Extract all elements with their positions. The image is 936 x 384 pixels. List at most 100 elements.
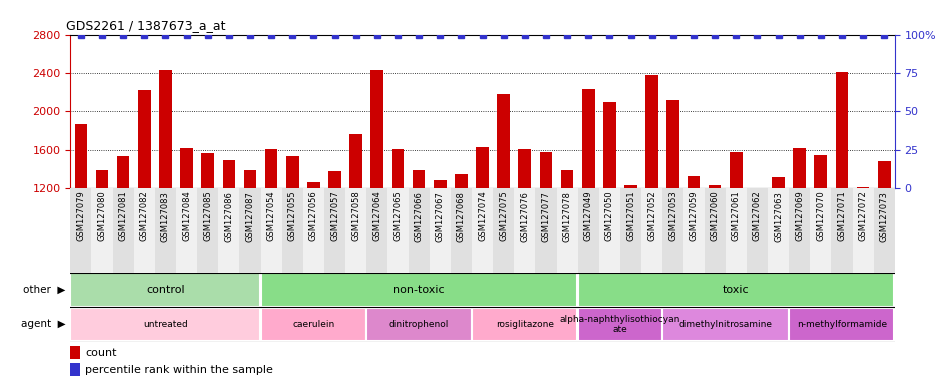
Bar bbox=[433, 180, 446, 188]
Bar bbox=[387, 188, 408, 273]
Text: GSM127060: GSM127060 bbox=[709, 191, 719, 242]
Bar bbox=[475, 147, 489, 188]
Text: dimethylnitrosamine: dimethylnitrosamine bbox=[678, 320, 772, 329]
Bar bbox=[872, 188, 894, 273]
Bar bbox=[877, 161, 889, 188]
Text: GSM127087: GSM127087 bbox=[245, 191, 255, 242]
Bar bbox=[408, 188, 430, 273]
Text: rosiglitazone: rosiglitazone bbox=[495, 320, 553, 329]
Bar bbox=[117, 156, 129, 188]
Text: GSM127054: GSM127054 bbox=[267, 191, 275, 241]
Bar bbox=[518, 149, 531, 188]
Bar bbox=[307, 182, 319, 188]
Bar bbox=[370, 70, 383, 188]
Bar bbox=[704, 188, 724, 273]
Text: GSM127078: GSM127078 bbox=[562, 191, 571, 242]
Text: GSM127062: GSM127062 bbox=[753, 191, 761, 242]
Text: GSM127056: GSM127056 bbox=[309, 191, 317, 242]
Text: GSM127081: GSM127081 bbox=[119, 191, 127, 242]
Bar bbox=[260, 188, 282, 273]
Text: alpha-naphthylisothiocyan
ate: alpha-naphthylisothiocyan ate bbox=[559, 315, 680, 334]
Bar bbox=[95, 170, 109, 188]
Text: dinitrophenol: dinitrophenol bbox=[388, 320, 449, 329]
Text: agent  ▶: agent ▶ bbox=[21, 319, 66, 329]
Bar bbox=[450, 188, 472, 273]
Bar bbox=[603, 102, 615, 188]
Bar bbox=[810, 188, 830, 273]
Bar bbox=[724, 188, 746, 273]
Bar bbox=[788, 188, 810, 273]
Bar bbox=[835, 72, 847, 188]
Bar bbox=[534, 188, 556, 273]
Bar bbox=[665, 100, 679, 188]
Bar bbox=[430, 188, 450, 273]
Text: other  ▶: other ▶ bbox=[23, 285, 66, 295]
Bar bbox=[154, 188, 176, 273]
Bar bbox=[180, 148, 193, 188]
Bar bbox=[328, 171, 341, 188]
Text: count: count bbox=[85, 348, 116, 358]
Bar bbox=[349, 134, 361, 188]
Bar bbox=[70, 273, 260, 306]
Text: GSM127055: GSM127055 bbox=[287, 191, 297, 241]
Bar bbox=[578, 273, 894, 306]
Bar bbox=[176, 188, 197, 273]
Text: GSM127086: GSM127086 bbox=[224, 191, 233, 242]
Text: GSM127059: GSM127059 bbox=[689, 191, 697, 241]
Bar bbox=[793, 148, 805, 188]
Text: GSM127070: GSM127070 bbox=[815, 191, 825, 242]
Bar bbox=[240, 188, 260, 273]
Bar bbox=[768, 188, 788, 273]
Bar bbox=[197, 188, 218, 273]
Text: GSM127066: GSM127066 bbox=[415, 191, 423, 242]
Bar bbox=[578, 308, 661, 341]
Bar bbox=[455, 174, 467, 188]
Text: GSM127084: GSM127084 bbox=[182, 191, 191, 242]
Bar bbox=[623, 185, 636, 188]
Bar bbox=[218, 188, 240, 273]
Text: GSM127072: GSM127072 bbox=[857, 191, 867, 242]
Bar bbox=[324, 188, 344, 273]
Bar bbox=[662, 188, 682, 273]
Bar bbox=[344, 188, 366, 273]
Text: GSM127063: GSM127063 bbox=[773, 191, 782, 242]
Bar bbox=[391, 149, 404, 188]
Bar bbox=[708, 185, 721, 188]
Bar bbox=[70, 346, 80, 359]
Bar bbox=[751, 188, 763, 199]
Bar bbox=[260, 273, 577, 306]
Text: GSM127073: GSM127073 bbox=[879, 191, 888, 242]
Bar bbox=[729, 152, 742, 188]
Text: GSM127051: GSM127051 bbox=[625, 191, 635, 241]
Bar bbox=[285, 156, 299, 188]
Bar bbox=[852, 188, 872, 273]
Bar bbox=[366, 188, 387, 273]
Bar bbox=[856, 187, 869, 188]
Bar bbox=[771, 177, 784, 188]
Bar bbox=[413, 170, 425, 188]
Bar bbox=[560, 170, 573, 188]
Bar bbox=[687, 176, 699, 188]
Text: untreated: untreated bbox=[143, 320, 187, 329]
Text: GSM127058: GSM127058 bbox=[351, 191, 359, 242]
Text: GSM127071: GSM127071 bbox=[837, 191, 845, 242]
Text: n-methylformamide: n-methylformamide bbox=[796, 320, 886, 329]
Bar bbox=[492, 188, 514, 273]
Bar bbox=[138, 90, 151, 188]
Text: GSM127061: GSM127061 bbox=[731, 191, 740, 242]
Bar bbox=[201, 153, 213, 188]
Bar bbox=[70, 188, 92, 273]
Text: toxic: toxic bbox=[723, 285, 749, 295]
Bar bbox=[598, 188, 620, 273]
Bar bbox=[75, 124, 87, 188]
Text: GSM127053: GSM127053 bbox=[667, 191, 677, 242]
Text: GSM127085: GSM127085 bbox=[203, 191, 212, 242]
Text: GSM127057: GSM127057 bbox=[329, 191, 339, 242]
Text: GSM127083: GSM127083 bbox=[161, 191, 169, 242]
Text: GSM127068: GSM127068 bbox=[457, 191, 465, 242]
Bar bbox=[830, 188, 852, 273]
Bar bbox=[366, 308, 471, 341]
Text: GSM127049: GSM127049 bbox=[583, 191, 592, 241]
Bar bbox=[645, 75, 657, 188]
Bar bbox=[159, 70, 171, 188]
